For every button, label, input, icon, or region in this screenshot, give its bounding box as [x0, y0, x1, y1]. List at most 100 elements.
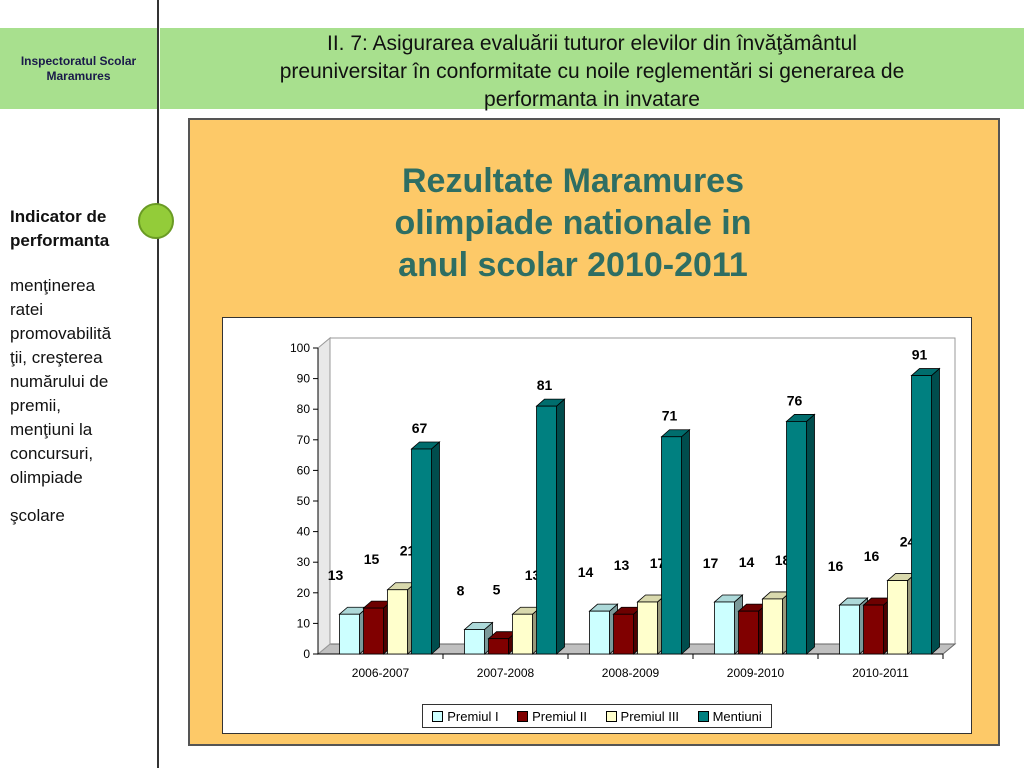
x-tick-label: 2010-2011 [852, 666, 909, 680]
data-label: 13 [614, 557, 630, 573]
panel-title-line-1: Rezultate Maramures [401, 162, 744, 200]
header-title-line-3: performanta in invatare [484, 88, 700, 111]
logo-line-2: Maramures [46, 68, 111, 83]
bar-chart: 01020304050607080901002006-2007131521672… [290, 336, 957, 680]
x-tick-label: 2006-2007 [352, 666, 410, 680]
bar [536, 405, 557, 655]
header-title-line-1: II. 7: Asigurarea evaluării tuturor elev… [327, 32, 857, 55]
data-label: 15 [364, 551, 380, 567]
sidebar-body-line: numărului de [10, 372, 109, 391]
data-label: 67 [412, 420, 428, 436]
x-tick-label: 2007-2008 [477, 666, 535, 680]
bar [339, 613, 360, 655]
legend-swatch [697, 710, 709, 722]
bar [387, 589, 408, 655]
bar [863, 604, 884, 655]
green-bullet-icon [138, 203, 174, 239]
legend-item: Premiul I [432, 708, 499, 724]
sidebar-body-line: ţii, creşterea [10, 348, 103, 367]
y-tick-label: 90 [297, 372, 311, 386]
legend-item: Premiul II [517, 709, 587, 724]
legend-label: Mentiuni [712, 708, 762, 724]
y-tick-label: 50 [297, 494, 311, 508]
data-label: 71 [662, 408, 678, 424]
data-label: 17 [703, 555, 719, 571]
sidebar-body-line: promovabilită [10, 324, 112, 343]
data-label: 8 [457, 583, 465, 599]
bar [411, 448, 432, 655]
x-tick-label: 2008-2009 [602, 666, 660, 680]
panel-title-line-3: anul scolar 2010-2011 [398, 246, 748, 284]
bar [714, 601, 735, 655]
legend-label: Premiul III [620, 708, 680, 724]
bar [488, 638, 509, 655]
data-label: 81 [537, 377, 553, 393]
data-label: 16 [864, 548, 880, 564]
y-tick-label: 20 [297, 586, 311, 600]
bar-side [556, 398, 565, 655]
bar-side [431, 441, 440, 655]
legend: Premiul I Premiul II Premiul III Mentiun… [422, 704, 772, 728]
logo-line-1: Inspectoratul Scolar [20, 53, 137, 68]
sidebar-body-line: menţinerea [10, 276, 96, 295]
bar [637, 601, 658, 655]
bar [512, 613, 533, 655]
data-label: 13 [328, 567, 344, 583]
sidebar-heading: Indicator de performanta [10, 205, 150, 253]
bar [661, 436, 682, 655]
legend-item: Premiul III [605, 708, 680, 724]
bar [363, 607, 384, 655]
header-bar: II. 7: Asigurarea evaluării tuturor elev… [160, 28, 1024, 111]
side-wall [317, 336, 331, 656]
vertical-divider [157, 0, 159, 768]
sidebar-body-line: ratei [10, 300, 44, 319]
data-label: 76 [787, 392, 803, 408]
panel-title: Rezultate Maramures olimpiade nationale … [190, 160, 956, 286]
legend-swatch [432, 710, 444, 722]
data-label: 16 [828, 558, 844, 574]
data-label: 5 [493, 582, 501, 598]
bar [464, 629, 485, 655]
sidebar-body-line: premii, [10, 396, 62, 415]
bar [589, 610, 610, 655]
data-label: 91 [912, 347, 928, 363]
sidebar-heading-line-2: performanta [10, 231, 110, 250]
data-label: 14 [578, 564, 594, 580]
sidebar-body-line: concursuri, [10, 444, 94, 463]
sidebar-body-line: olimpiade [10, 468, 83, 487]
header-title: II. 7: Asigurarea evaluării tuturor elev… [160, 30, 1024, 114]
bar-side [931, 367, 940, 655]
bar [738, 610, 759, 655]
bar-side [806, 413, 815, 655]
logo-box: Inspectoratul Scolar Maramures [0, 28, 157, 109]
y-tick-label: 0 [303, 647, 310, 661]
legend-swatch [517, 710, 529, 722]
legend-swatch [605, 710, 617, 722]
chart-area: 0 10 20 30 40 50 60 70 80 90 100 2006-2007 13 15 21 67 2… [222, 317, 972, 734]
y-tick-label: 30 [297, 555, 311, 569]
bar [887, 580, 908, 655]
bar [613, 613, 634, 655]
sidebar-heading-line-1: Indicator de [10, 207, 107, 226]
sidebar-body-line: şcolare [10, 506, 65, 525]
header-title-line-2: preuniversitar în conformitate cu noile … [279, 60, 905, 83]
bar [786, 421, 807, 655]
legend-item: Mentiuni [697, 708, 762, 724]
bar [839, 604, 860, 655]
y-tick-label: 100 [290, 341, 310, 355]
y-tick-label: 10 [297, 616, 311, 630]
legend-label: Premiul I [447, 708, 499, 724]
y-tick-label: 70 [297, 433, 311, 447]
bar [911, 375, 932, 655]
sidebar-body: menţinerea ratei promovabilită ţii, creş… [10, 274, 150, 528]
bar-side [681, 428, 690, 655]
panel-title-line-2: olimpiade nationale in [394, 204, 752, 242]
bar [762, 598, 783, 655]
y-tick-label: 80 [297, 402, 311, 416]
sidebar-body-line: menţiuni la [10, 420, 93, 439]
y-tick-label: 40 [297, 525, 311, 539]
x-tick-label: 2009-2010 [727, 666, 785, 680]
data-label: 14 [739, 554, 755, 570]
y-tick-label: 60 [297, 463, 311, 477]
legend-label: Premiul II [532, 708, 587, 724]
